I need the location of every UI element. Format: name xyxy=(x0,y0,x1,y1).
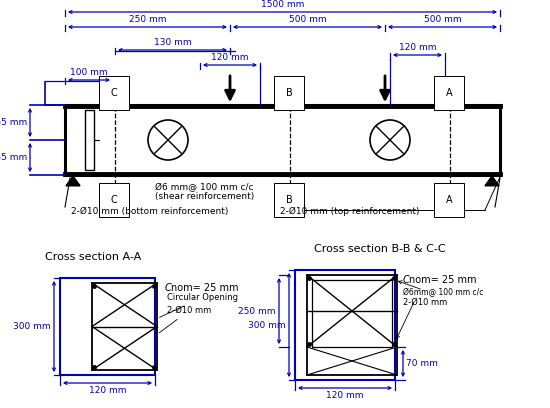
Text: 300 mm: 300 mm xyxy=(13,322,51,331)
Text: 2-Ø10 mm: 2-Ø10 mm xyxy=(403,298,447,307)
Text: 250 mm: 250 mm xyxy=(129,15,166,24)
Text: C: C xyxy=(111,195,117,205)
Text: 300 mm: 300 mm xyxy=(249,321,286,330)
Text: 500 mm: 500 mm xyxy=(289,15,326,24)
Text: nom= 25 mm: nom= 25 mm xyxy=(409,275,476,285)
Text: 5.5d = 55 mm: 5.5d = 55 mm xyxy=(0,153,27,162)
Bar xyxy=(92,283,157,370)
Text: A: A xyxy=(446,195,452,205)
Text: 500 mm: 500 mm xyxy=(424,15,461,24)
Polygon shape xyxy=(66,176,80,186)
Text: 2-Ø10 mm (bottom reinforcement): 2-Ø10 mm (bottom reinforcement) xyxy=(71,207,228,216)
Text: 100 mm: 100 mm xyxy=(70,68,108,77)
Text: C: C xyxy=(403,275,410,285)
Polygon shape xyxy=(485,176,499,186)
Text: 5.5d = 55 mm: 5.5d = 55 mm xyxy=(0,118,27,127)
Text: Ø6 mm@ 100 mm c/c: Ø6 mm@ 100 mm c/c xyxy=(155,183,254,192)
Text: 130 mm: 130 mm xyxy=(153,38,191,47)
Text: B: B xyxy=(285,195,293,205)
Text: Circular Opening: Circular Opening xyxy=(160,293,238,317)
Bar xyxy=(307,275,397,375)
Text: (shear reinforcement): (shear reinforcement) xyxy=(155,192,254,201)
Text: Cross section A-A: Cross section A-A xyxy=(45,252,141,262)
Text: 1500 mm: 1500 mm xyxy=(261,0,304,9)
Text: B: B xyxy=(285,88,293,98)
Text: nom= 25 mm: nom= 25 mm xyxy=(171,283,239,293)
Text: 2-Ø10 mm: 2-Ø10 mm xyxy=(160,306,211,333)
Bar xyxy=(65,105,500,175)
Text: 120 mm: 120 mm xyxy=(399,43,436,52)
Text: 120 mm: 120 mm xyxy=(211,53,249,62)
Text: Ø6mm@ 100 mm c/c: Ø6mm@ 100 mm c/c xyxy=(403,288,483,297)
Text: 120 mm: 120 mm xyxy=(326,391,364,400)
Bar xyxy=(85,110,94,170)
Text: 120 mm: 120 mm xyxy=(89,386,126,395)
Text: Cross section B-B & C-C: Cross section B-B & C-C xyxy=(314,244,446,254)
Text: 70 mm: 70 mm xyxy=(406,359,438,368)
Bar xyxy=(295,270,395,380)
Bar xyxy=(60,278,155,375)
Text: 2-Ø10 mm (top reinforcement): 2-Ø10 mm (top reinforcement) xyxy=(280,207,420,216)
Text: 250 mm: 250 mm xyxy=(239,306,276,315)
Text: C: C xyxy=(165,283,172,293)
Text: A: A xyxy=(446,88,452,98)
Text: C: C xyxy=(111,88,117,98)
Bar xyxy=(312,280,392,347)
